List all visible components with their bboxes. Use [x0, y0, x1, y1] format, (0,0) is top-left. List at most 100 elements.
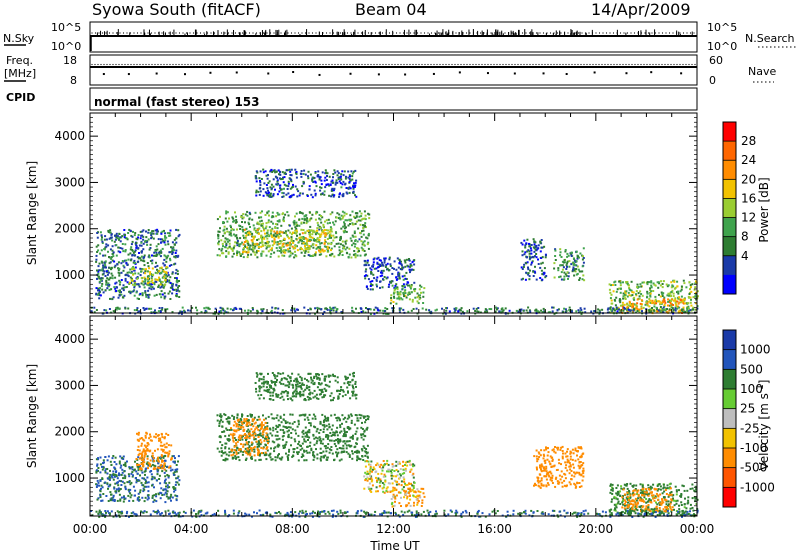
echo-cell: [249, 213, 252, 216]
echo-cell: [147, 497, 150, 500]
echo-cell: [593, 310, 596, 313]
echo-cell: [311, 178, 314, 181]
echo-cell: [539, 250, 542, 253]
echo-cell: [279, 417, 282, 419]
echo-cell: [621, 305, 624, 308]
echo-cell: [345, 212, 348, 215]
echo-cell: [105, 270, 108, 273]
echo-cell: [283, 176, 286, 179]
echo-cell: [523, 253, 526, 256]
echo-cell: [115, 470, 118, 473]
echo-cell: [106, 283, 109, 286]
echo-cell: [157, 456, 159, 459]
echo-cell: [318, 228, 321, 231]
echo-cell: [171, 283, 174, 286]
echo-cell: [157, 284, 160, 287]
nave-dip: [513, 72, 516, 75]
echo-cell: [289, 231, 292, 234]
nave-dot: [649, 63, 651, 66]
echo-cell: [259, 170, 262, 173]
echo-cell: [314, 233, 317, 236]
power-colorbar-segment: [723, 122, 736, 142]
echo-cell: [320, 179, 323, 182]
nave-dot: [526, 63, 528, 66]
echo-cell: [608, 283, 611, 286]
nave-dot: [595, 63, 597, 66]
echo-cell: [325, 172, 327, 175]
echo-cell: [498, 310, 501, 313]
echo-cell: [163, 283, 166, 286]
echo-cell: [174, 262, 177, 265]
echo-cell: [260, 224, 263, 227]
echo-cell: [144, 307, 147, 310]
echo-cell: [158, 270, 161, 273]
nave-dip: [127, 73, 130, 76]
echo-cell: [276, 183, 279, 186]
echo-cell: [351, 244, 353, 247]
echo-cell: [641, 310, 643, 313]
echo-cell: [279, 234, 282, 237]
echo-cell: [344, 182, 347, 185]
echo-cell: [162, 465, 165, 467]
echo-cell: [143, 260, 146, 263]
nsearch-dot: [252, 32, 254, 34]
echo-cell: [155, 280, 158, 283]
echo-cell: [273, 230, 276, 233]
echo-cell: [345, 187, 348, 189]
echo-cell: [366, 287, 369, 290]
echo-cell: [344, 242, 347, 245]
echo-cell: [381, 286, 384, 289]
echo-cell: [264, 244, 267, 247]
nave-dot: [562, 63, 564, 66]
echo-cell: [338, 418, 341, 421]
nsearch-dot: [521, 32, 524, 34]
echo-cell: [104, 260, 107, 263]
nsearch-dot: [630, 32, 632, 34]
echo-cell: [313, 189, 316, 192]
echo-cell: [133, 309, 136, 312]
echo-cell: [302, 454, 305, 457]
echo-cell: [335, 216, 338, 219]
echo-cell: [163, 254, 166, 257]
echo-cell: [543, 272, 546, 275]
nsearch-dot: [626, 32, 629, 34]
echo-cell: [373, 308, 376, 311]
echo-cell: [265, 254, 268, 257]
echo-cell: [676, 307, 679, 310]
echo-cell: [246, 415, 249, 417]
echo-cell: [633, 308, 636, 311]
echo-cell: [618, 287, 621, 290]
echo-cell: [340, 178, 343, 181]
echo-cell: [253, 247, 256, 250]
echo-cell: [625, 308, 628, 311]
echo-cell: [148, 464, 151, 467]
echo-cell: [122, 289, 125, 292]
echo-cell: [495, 306, 498, 309]
echo-cell: [395, 268, 398, 271]
echo-cell: [532, 246, 535, 249]
echo-cell: [273, 251, 276, 254]
echo-cell: [266, 231, 269, 234]
echo-cell: [177, 229, 180, 232]
echo-cell: [690, 286, 692, 289]
echo-cell: [179, 310, 182, 313]
echo-cell: [459, 308, 462, 311]
nsearch-dot: [294, 32, 296, 34]
echo-cell: [323, 425, 326, 428]
echo-cell: [95, 469, 98, 472]
echo-cell: [225, 311, 228, 314]
echo-cell: [115, 254, 118, 257]
echo-cell: [533, 270, 536, 273]
echo-cell: [134, 266, 137, 269]
echo-cell: [372, 263, 375, 266]
echo-cell: [106, 287, 109, 290]
echo-cell: [271, 244, 274, 247]
echo-cell: [348, 440, 351, 443]
echo-cell: [304, 242, 307, 245]
echo-cell: [653, 283, 656, 286]
echo-cell: [97, 469, 99, 472]
echo-cell: [171, 247, 174, 250]
nsearch-dot: [245, 32, 247, 34]
echo-cell: [360, 246, 363, 249]
echo-cell: [169, 229, 172, 232]
